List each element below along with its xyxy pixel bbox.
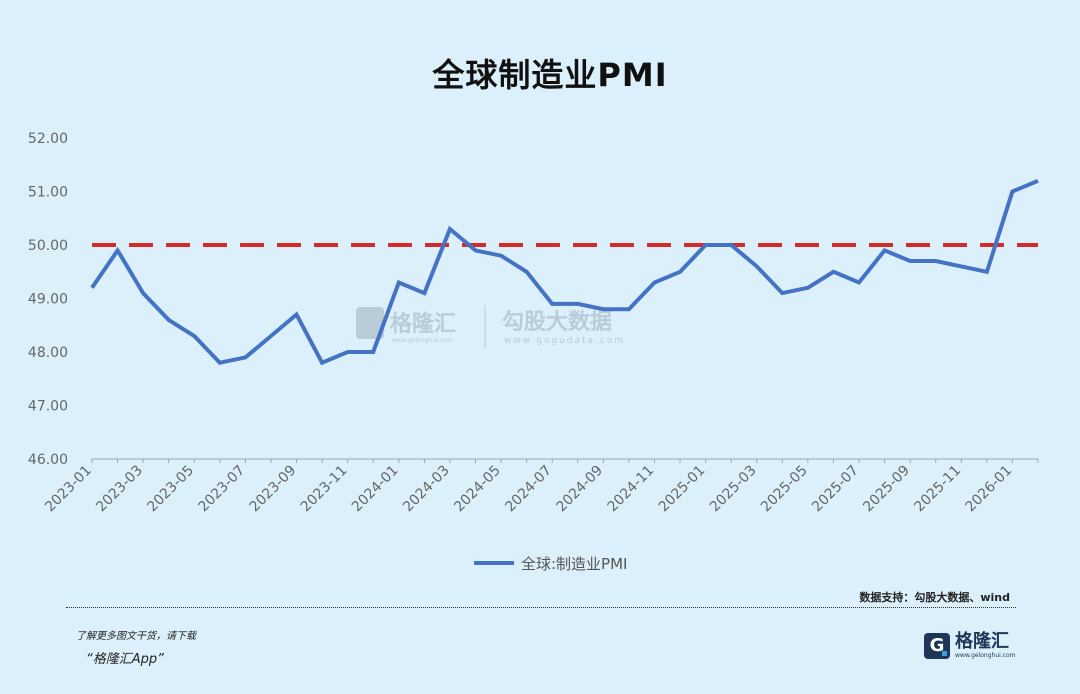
logo-name: 格隆汇 — [955, 631, 1009, 652]
x-tick-label: 2024-03 — [400, 463, 453, 516]
y-tick-label: 48.00 — [28, 345, 68, 361]
chart-title: 全球制造业PMI — [432, 56, 668, 94]
promo-app-name: “格隆汇App” — [86, 652, 164, 667]
series-group — [90, 178, 1039, 366]
y-tick-label: 52.00 — [28, 131, 68, 147]
x-tick-label: 2025-07 — [809, 463, 862, 516]
legend: 全球:制造业PMI — [474, 555, 627, 573]
divider — [66, 607, 1016, 608]
logo-icon: G — [924, 632, 950, 659]
source-note: 数据支持：勾股大数据、wind — [859, 591, 1010, 604]
watermark-brand-url: www.gelonghui.com — [392, 337, 453, 344]
watermark-logo-icon — [356, 307, 384, 339]
watermark-brand: 格隆汇 — [390, 311, 456, 337]
y-tick-label: 46.00 — [28, 452, 68, 468]
logo-url: www.gelonghui.com — [955, 652, 1016, 659]
x-tick-label: 2025-03 — [707, 463, 760, 516]
x-tick-label: 2023-03 — [93, 463, 146, 516]
x-tick-label: 2025-05 — [758, 463, 811, 516]
x-tick-label: 2025-11 — [911, 463, 964, 516]
x-tick-label: 2025-09 — [860, 463, 913, 516]
watermark-slogan-url: www.gogudata.com — [504, 336, 625, 346]
y-tick-label: 51.00 — [28, 185, 68, 201]
x-tick-label: 2023-11 — [298, 463, 351, 516]
x-tick-label: 2026-01 — [963, 463, 1016, 516]
x-tick-label: 2024-11 — [605, 463, 658, 516]
watermark: 格隆汇 www.gelonghui.com 勾股大数据 www.gogudata… — [356, 305, 625, 348]
x-tick-label: 2024-05 — [451, 463, 504, 516]
y-tick-label: 47.00 — [28, 399, 68, 415]
y-tick-label: 49.00 — [28, 292, 68, 308]
x-tick-label: 2024-07 — [502, 463, 555, 516]
promo-text: 了解更多图文干货，请下载 — [76, 631, 196, 642]
x-tick-label: 2023-09 — [247, 463, 300, 516]
x-tick-label: 2023-01 — [42, 463, 95, 516]
x-tick-label: 2024-01 — [349, 463, 402, 516]
legend-label: 全球:制造业PMI — [521, 555, 627, 573]
brand-logo: G 格隆汇 www.gelonghui.com — [924, 632, 1016, 659]
x-tick-label: 2023-05 — [144, 463, 197, 516]
y-tick-label: 50.00 — [28, 238, 68, 254]
series-line — [90, 178, 1039, 366]
x-tick-label: 2025-01 — [656, 463, 709, 516]
x-tick-label: 2023-07 — [196, 463, 249, 516]
watermark-slogan: 勾股大数据 — [502, 309, 612, 335]
x-tick-label: 2024-09 — [554, 463, 607, 516]
